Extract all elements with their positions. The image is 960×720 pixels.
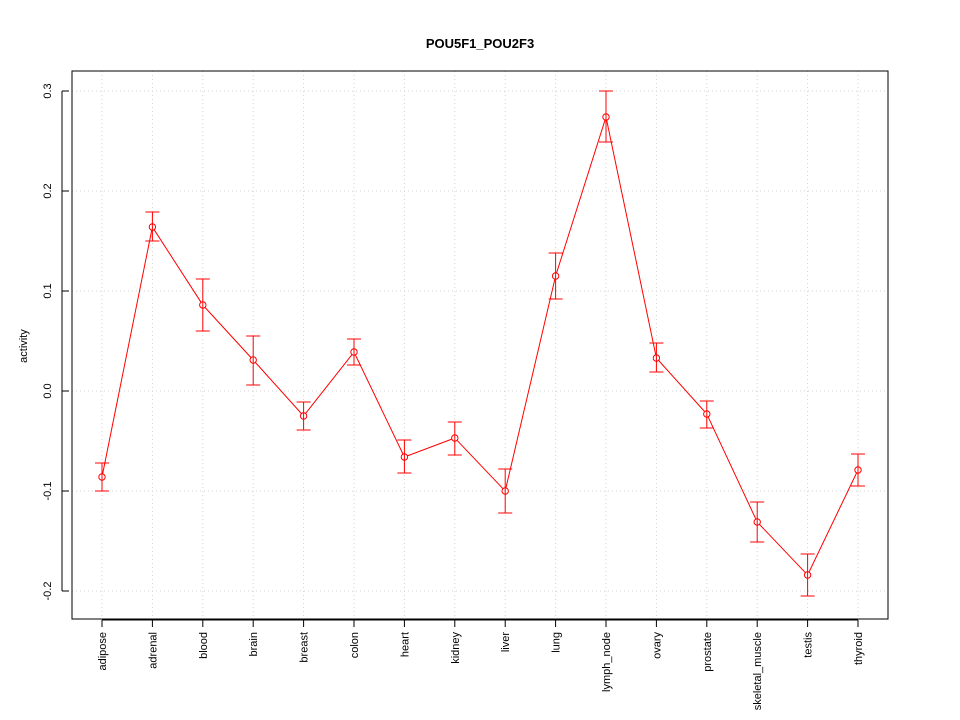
- x-tick-label: adrenal: [147, 632, 159, 669]
- y-tick-label: 0.1: [42, 283, 54, 298]
- series-line-segment: [658, 360, 706, 412]
- series-line-segment: [305, 354, 353, 414]
- data-point: [501, 487, 509, 495]
- data-point: [451, 434, 459, 442]
- series-line-segment: [153, 229, 202, 303]
- data-point: [400, 453, 409, 461]
- x-tick-label: kidney: [450, 632, 462, 664]
- y-tick-label: 0.3: [42, 83, 54, 98]
- data-point: [199, 301, 207, 309]
- series-line-segment: [354, 354, 404, 455]
- data-point: [803, 571, 812, 579]
- data-point: [148, 223, 157, 231]
- y-tick-label: 0.2: [42, 183, 54, 198]
- x-tick-label: liver: [500, 632, 512, 653]
- y-axis-label: activity: [18, 329, 30, 363]
- series-line-segment: [808, 472, 858, 573]
- series-line-segment: [254, 362, 302, 414]
- data-point: [854, 466, 862, 474]
- data-point: [602, 113, 610, 121]
- series-line-segment: [606, 120, 657, 355]
- y-tick-label: -0.2: [42, 582, 54, 601]
- x-tick-label: ovary: [651, 632, 663, 659]
- x-tick-label: blood: [198, 632, 210, 659]
- x-tick-label: lung: [551, 632, 563, 653]
- data-point: [299, 412, 308, 420]
- series-line-segment: [759, 523, 806, 574]
- series: [95, 90, 865, 597]
- y-tick-label: 0.0: [42, 383, 54, 398]
- x-tick-label: lymph_node: [601, 632, 613, 692]
- series-line-segment: [102, 230, 153, 474]
- x-tick-label: colon: [349, 632, 361, 658]
- data-point: [652, 354, 661, 362]
- series-line-segment: [456, 439, 504, 490]
- plot-frame: [71, 70, 889, 620]
- x-tick-label: heart: [399, 632, 411, 657]
- series-line-segment: [204, 307, 252, 358]
- chart-title: POU5F1_POU2F3: [426, 36, 534, 51]
- series-line-segment: [407, 438, 452, 457]
- data-point: [350, 348, 358, 356]
- data-point: [753, 518, 761, 526]
- x-tick-label: skeletal_muscle: [752, 632, 764, 710]
- x-tick-label: prostate: [702, 632, 714, 672]
- x-tick-label: adipose: [97, 632, 109, 671]
- axes: -0.2 -0.1 0.0 0.1 0.2 0.3 adipose adrenal blood b…: [42, 83, 865, 710]
- series-line-segment: [556, 119, 606, 274]
- x-tick-label: breast: [299, 632, 311, 663]
- series-line-segment: [707, 416, 757, 520]
- y-tick-label: -0.1: [42, 482, 54, 501]
- data-point: [98, 473, 106, 481]
- x-tick-label: brain: [248, 632, 260, 656]
- grid: [72, 71, 888, 619]
- x-tick-label: thyroid: [853, 632, 865, 665]
- series-line-segment: [505, 279, 556, 488]
- data-point: [551, 272, 560, 280]
- data-point: [249, 356, 257, 364]
- data-point: [703, 410, 711, 418]
- x-tick-label: testis: [803, 632, 815, 658]
